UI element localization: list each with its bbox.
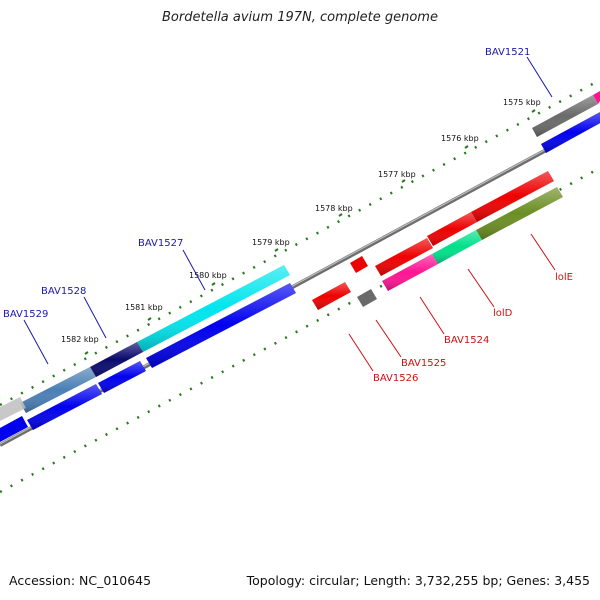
gene-feature[interactable] bbox=[0, 416, 28, 442]
gene-label[interactable]: BAV1528 bbox=[41, 286, 86, 297]
gene-label[interactable]: BAV1524 bbox=[444, 335, 489, 346]
gene-feature[interactable] bbox=[350, 256, 368, 273]
gene-label[interactable]: lolE bbox=[555, 272, 573, 283]
gene-label[interactable]: lolD bbox=[493, 308, 513, 319]
scale-label: 1576 kbp bbox=[441, 134, 479, 143]
upper-tick-track bbox=[0, 78, 600, 407]
genome-summary-text: Topology: circular; Length: 3,732,255 bp… bbox=[246, 573, 590, 588]
gene-label[interactable]: BAV1529 bbox=[3, 309, 48, 320]
scale-label: 1578 kbp bbox=[315, 204, 353, 213]
gene-label[interactable]: BAV1525 bbox=[401, 358, 446, 369]
scale-labels: 1575 kbp 1576 kbp 1577 kbp 1578 kbp 1579… bbox=[61, 98, 541, 344]
scale-label: 1581 kbp bbox=[125, 303, 163, 312]
gene-feature[interactable] bbox=[0, 397, 26, 421]
map-title: Bordetella avium 197N, complete genome bbox=[162, 10, 438, 25]
gene-label[interactable]: BAV1521 bbox=[485, 47, 530, 58]
scale-label: 1575 kbp bbox=[503, 98, 541, 107]
gene-feature[interactable] bbox=[357, 289, 377, 307]
scale-label: 1580 kbp bbox=[189, 271, 227, 280]
reverse-leaders bbox=[348, 233, 556, 372]
forward-leaders bbox=[23, 56, 553, 365]
scale-label: 1579 kbp bbox=[252, 238, 290, 247]
gene-label[interactable]: BAV1526 bbox=[373, 373, 418, 384]
gene-label[interactable]: BAV1527 bbox=[138, 238, 183, 249]
scale-label: 1577 kbp bbox=[378, 170, 416, 179]
major-ticks bbox=[84, 109, 536, 355]
scale-label: 1582 kbp bbox=[61, 335, 99, 344]
accession-text: Accession: NC_010645 bbox=[9, 573, 152, 588]
gene-feature[interactable] bbox=[593, 91, 600, 104]
